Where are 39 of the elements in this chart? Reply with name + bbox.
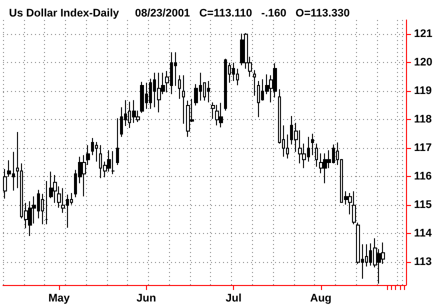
chart-subtitle: 08/23/2001 C=113.110 -.160 O=113.330 — [135, 8, 350, 20]
x-tick-label: Jun — [136, 292, 156, 304]
candlestick — [253, 70, 256, 96]
y-tick-label: 120 — [414, 56, 432, 69]
candlestick — [157, 72, 161, 113]
candlestick — [178, 74, 181, 100]
y-tick-label: 119 — [414, 85, 432, 98]
candlestick — [240, 33, 244, 66]
y-tick-label: 114 — [414, 228, 433, 240]
x-tick-label: May — [48, 292, 71, 304]
candlestick — [323, 152, 327, 184]
candlestick — [257, 80, 260, 118]
x-tick-label: Aug — [310, 292, 332, 304]
candlestick — [111, 150, 115, 175]
candlestick — [95, 141, 98, 162]
y-tick-label: 117 — [414, 142, 432, 154]
y-tick-label: 116 — [414, 170, 432, 183]
candlestick — [49, 171, 53, 199]
candlestick — [219, 102, 223, 128]
y-tick-label: 121 — [414, 28, 432, 40]
candlestick — [224, 58, 227, 112]
y-tick-label: 118 — [414, 114, 432, 126]
x-tick-label: Jul — [226, 292, 242, 304]
candlestick — [140, 81, 144, 114]
candlestick — [186, 100, 190, 138]
candlestick — [273, 62, 277, 98]
y-tick-label: 113 — [414, 256, 432, 268]
candlestick — [215, 104, 219, 126]
candlestick — [232, 62, 235, 82]
chart-title: Us Dollar Index-Daily — [9, 8, 120, 20]
candlestick — [116, 118, 119, 166]
candlestick — [311, 133, 314, 156]
candlestick — [41, 193, 44, 225]
y-tick-label: 115 — [414, 199, 432, 212]
candlestick — [28, 200, 32, 236]
candlestick — [207, 80, 210, 103]
candlestick — [315, 143, 318, 168]
candlestick — [45, 180, 48, 225]
candlestick — [182, 74, 185, 124]
